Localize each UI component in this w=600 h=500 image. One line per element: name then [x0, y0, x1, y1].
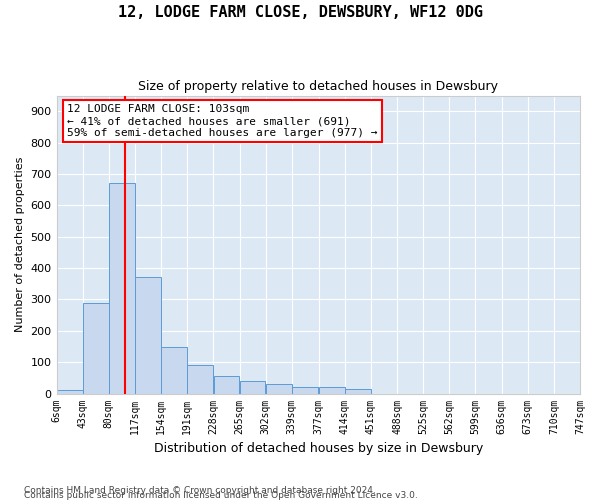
Y-axis label: Number of detached properties: Number of detached properties: [15, 157, 25, 332]
Bar: [161, 346, 187, 394]
Bar: [135, 278, 161, 394]
X-axis label: Distribution of detached houses by size in Dewsbury: Distribution of detached houses by size …: [154, 442, 483, 455]
Bar: [239, 381, 265, 394]
Text: 12 LODGE FARM CLOSE: 103sqm
← 41% of detached houses are smaller (691)
59% of se: 12 LODGE FARM CLOSE: 103sqm ← 41% of det…: [67, 104, 377, 138]
Bar: [57, 390, 83, 394]
Text: Contains public sector information licensed under the Open Government Licence v3: Contains public sector information licen…: [24, 490, 418, 500]
Bar: [345, 389, 371, 394]
Bar: [214, 376, 239, 394]
Bar: [266, 384, 292, 394]
Title: Size of property relative to detached houses in Dewsbury: Size of property relative to detached ho…: [138, 80, 498, 93]
Bar: [109, 184, 135, 394]
Text: 12, LODGE FARM CLOSE, DEWSBURY, WF12 0DG: 12, LODGE FARM CLOSE, DEWSBURY, WF12 0DG: [118, 5, 482, 20]
Bar: [83, 302, 109, 394]
Text: Contains HM Land Registry data © Crown copyright and database right 2024.: Contains HM Land Registry data © Crown c…: [24, 486, 376, 495]
Bar: [292, 388, 318, 394]
Bar: [187, 366, 213, 394]
Bar: [319, 388, 344, 394]
